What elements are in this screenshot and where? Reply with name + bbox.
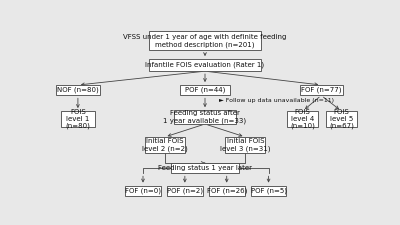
- FancyBboxPatch shape: [61, 111, 95, 127]
- FancyBboxPatch shape: [209, 186, 244, 196]
- FancyBboxPatch shape: [149, 59, 261, 71]
- Text: FOF (n=77): FOF (n=77): [301, 87, 342, 93]
- Text: POF (n=5): POF (n=5): [250, 187, 286, 194]
- Text: VFSS under 1 year of age with definite feeding
method description (n=201): VFSS under 1 year of age with definite f…: [123, 34, 287, 48]
- Text: Feeding status 1 year later: Feeding status 1 year later: [158, 165, 252, 171]
- FancyBboxPatch shape: [287, 111, 318, 127]
- Text: POF (n=44): POF (n=44): [185, 87, 225, 93]
- FancyBboxPatch shape: [144, 137, 185, 153]
- Text: FOIS
level 4
(n=10): FOIS level 4 (n=10): [290, 109, 315, 129]
- FancyBboxPatch shape: [56, 85, 100, 95]
- Text: FOIS
level 5
(n=67): FOIS level 5 (n=67): [329, 109, 354, 129]
- FancyBboxPatch shape: [149, 31, 261, 50]
- FancyBboxPatch shape: [326, 111, 357, 127]
- Text: FOF (n=26): FOF (n=26): [206, 187, 247, 194]
- FancyBboxPatch shape: [180, 85, 230, 95]
- FancyBboxPatch shape: [174, 110, 236, 124]
- Text: NOF (n=80): NOF (n=80): [57, 87, 99, 93]
- Text: Initial FOIS
level 3 (n=31): Initial FOIS level 3 (n=31): [220, 138, 270, 152]
- FancyBboxPatch shape: [251, 186, 286, 196]
- FancyBboxPatch shape: [125, 186, 161, 196]
- FancyBboxPatch shape: [167, 186, 203, 196]
- Text: Infantile FOIS evaluation (Rater 1): Infantile FOIS evaluation (Rater 1): [146, 62, 264, 68]
- Text: Initial FOIS
level 2 (n=2): Initial FOIS level 2 (n=2): [142, 138, 188, 152]
- Text: Feeding status after
1 year available (n=33): Feeding status after 1 year available (n…: [164, 110, 246, 124]
- Text: ► Follow up data unavailable (n=11): ► Follow up data unavailable (n=11): [219, 98, 334, 103]
- FancyBboxPatch shape: [171, 163, 239, 173]
- Text: FOF (n=0): FOF (n=0): [125, 187, 161, 194]
- FancyBboxPatch shape: [300, 85, 343, 95]
- Text: FOIS
level 1
(n=80): FOIS level 1 (n=80): [66, 109, 90, 129]
- Text: POF (n=2): POF (n=2): [167, 187, 203, 194]
- FancyBboxPatch shape: [225, 137, 266, 153]
